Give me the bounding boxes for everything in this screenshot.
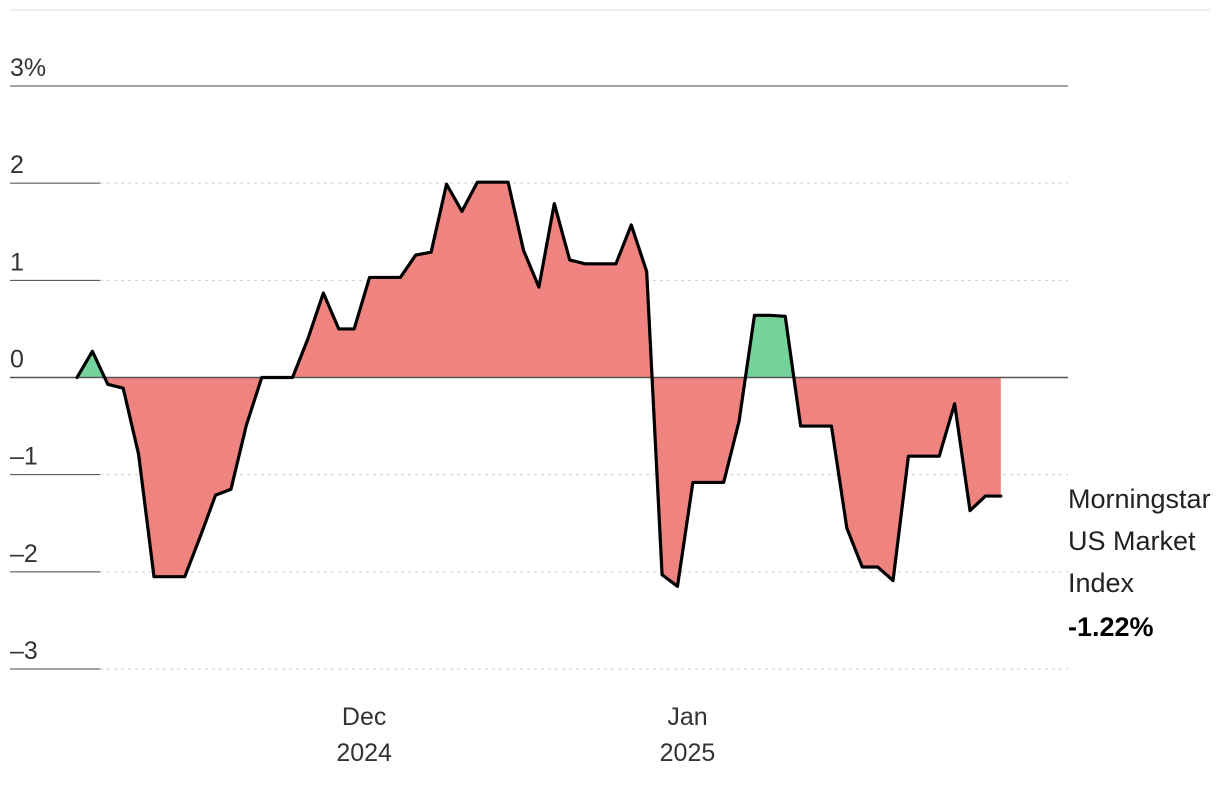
series-lines	[75, 180, 1003, 589]
series-label-line-1: Morningstar	[1068, 484, 1211, 514]
x-tick-month: Dec	[342, 703, 386, 731]
negative-area	[104, 182, 653, 577]
series-line	[75, 180, 1003, 589]
y-tick-label: –2	[10, 540, 38, 568]
positive-area	[77, 351, 105, 378]
x-tick-year: 2025	[660, 739, 716, 767]
x-axis: Dec 2024 Jan 2025	[336, 703, 715, 767]
y-tick-label: 3%	[10, 54, 46, 82]
y-tick-label: 1	[10, 248, 24, 276]
y-axis: 3% 2 1 0 –1 –2 –3	[10, 54, 46, 665]
series-last-value: -1.22%	[1068, 612, 1154, 642]
positive-area	[745, 315, 794, 378]
negative-area	[793, 377, 1001, 581]
y-tick-label: 2	[10, 151, 24, 179]
area-fills	[77, 182, 1001, 587]
x-tick-month: Jan	[667, 703, 707, 731]
y-tick-label: 0	[10, 346, 24, 374]
series-label: Morningstar US Market Index -1.22%	[1068, 484, 1211, 642]
series-label-line-2: US Market	[1068, 526, 1196, 556]
series-label-line-3: Index	[1068, 568, 1135, 598]
x-tick-year: 2024	[336, 739, 392, 767]
y-tick-label: –3	[10, 637, 38, 665]
y-tick-label: –1	[10, 443, 38, 471]
